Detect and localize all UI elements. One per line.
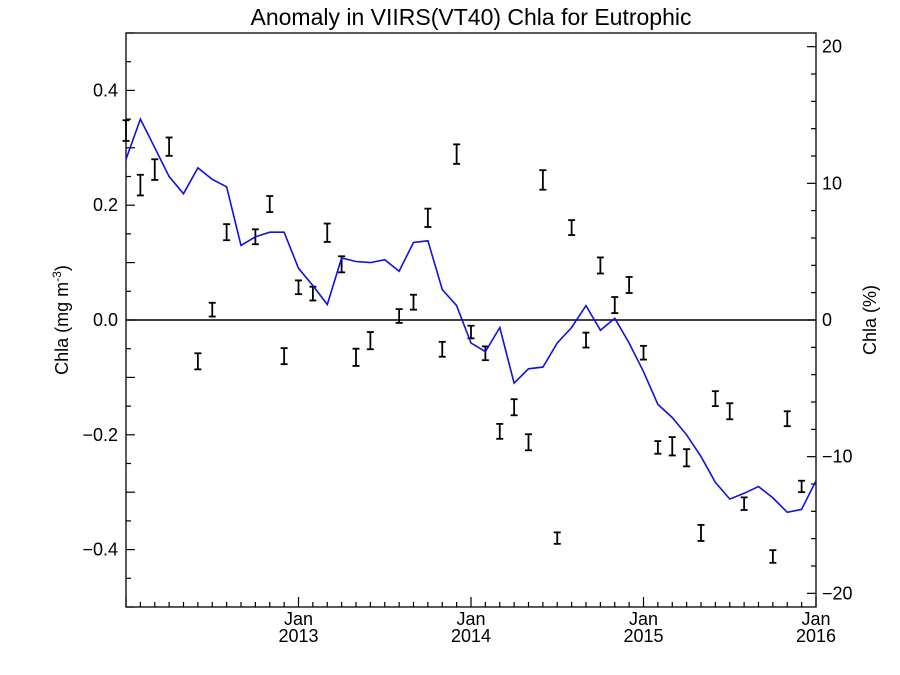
- errorbar-mark: [366, 331, 374, 351]
- left-tick-label: 0.0: [93, 310, 118, 330]
- right-tick-label: 20: [822, 37, 842, 57]
- errorbar-mark: [424, 207, 432, 228]
- right-tick-label: 0: [822, 310, 832, 330]
- x-tick-year-label: 2015: [623, 626, 663, 646]
- errorbar-mark: [611, 296, 619, 315]
- right-tick-label: −10: [822, 447, 853, 467]
- left-y-axis-ticks: 0.4 0.2 0.0 −0.2 −0.4: [82, 32, 135, 608]
- errorbar-mark: [194, 352, 202, 371]
- right-tick-label: 10: [822, 173, 842, 193]
- x-tick-year-label: 2014: [451, 626, 491, 646]
- right-y-axis-label: Chla (%): [860, 285, 880, 355]
- errorbar-mark: [266, 195, 274, 213]
- right-y-axis-ticks: 20 10 0 −10 −20: [807, 37, 853, 603]
- errorbar-mark: [438, 340, 446, 358]
- errorbar-mark: [697, 524, 705, 542]
- x-tick-year-label: 2016: [796, 626, 836, 646]
- x-tick-month-label: Jan: [284, 609, 313, 629]
- errorbar-mark: [640, 344, 647, 361]
- chart-title: Anomaly in VIIRS(VT40) Chla for Eutrophi…: [250, 4, 691, 30]
- anomaly-line: [125, 117, 817, 514]
- errorbar-mark: [323, 222, 331, 243]
- errorbar-mark: [151, 158, 159, 181]
- errorbar-mark: [453, 143, 461, 165]
- errorbar-mark: [683, 448, 691, 468]
- errorbar-mark: [136, 173, 144, 197]
- x-tick-month-label: Jan: [801, 609, 830, 629]
- right-tick-label: −20: [822, 583, 853, 603]
- left-y-axis-label-superscript: -3: [50, 271, 64, 282]
- errorbar-mark: [726, 402, 734, 421]
- errorbar-mark: [582, 331, 590, 349]
- errorbar-mark: [410, 293, 417, 311]
- errorbar-mark: [510, 398, 518, 417]
- errorbar-mark: [295, 279, 302, 296]
- anomaly-line-series: [125, 117, 817, 514]
- left-y-axis-label-text: Chla (mg m: [52, 282, 72, 375]
- errorbar-mark: [783, 410, 791, 428]
- errorbar-mark: [596, 256, 604, 275]
- errorbar-mark: [740, 496, 748, 511]
- errorbar-mark: [165, 136, 173, 157]
- errorbar-mark: [280, 347, 288, 366]
- errorbar-mark: [395, 308, 403, 324]
- errorbar-mark: [668, 436, 676, 457]
- left-y-axis-label-close: ): [52, 265, 72, 271]
- errorbar-mark: [208, 301, 216, 318]
- x-tick-month-label: Jan: [629, 609, 658, 629]
- errorbar-series: [122, 119, 806, 564]
- errorbar-mark: [352, 347, 360, 367]
- errorbar-mark: [496, 422, 504, 440]
- errorbar-mark: [711, 390, 719, 408]
- left-tick-label: −0.2: [82, 425, 118, 445]
- errorbar-mark: [122, 119, 130, 142]
- errorbar-mark: [798, 479, 806, 494]
- x-tick-year-label: 2013: [278, 626, 318, 646]
- left-tick-label: −0.4: [82, 540, 118, 560]
- errorbar-mark: [539, 169, 547, 191]
- errorbar-mark: [568, 219, 576, 236]
- errorbar-mark: [553, 531, 561, 545]
- errorbar-mark: [769, 549, 777, 564]
- errorbar-mark: [625, 276, 633, 294]
- errorbar-mark: [223, 223, 231, 242]
- left-tick-label: 0.2: [93, 195, 118, 215]
- errorbar-mark: [654, 440, 662, 455]
- left-y-axis-label: Chla (mg m-3): [50, 265, 72, 375]
- x-tick-month-label: Jan: [456, 609, 485, 629]
- left-tick-label: 0.4: [93, 80, 118, 100]
- errorbar-mark: [525, 433, 532, 452]
